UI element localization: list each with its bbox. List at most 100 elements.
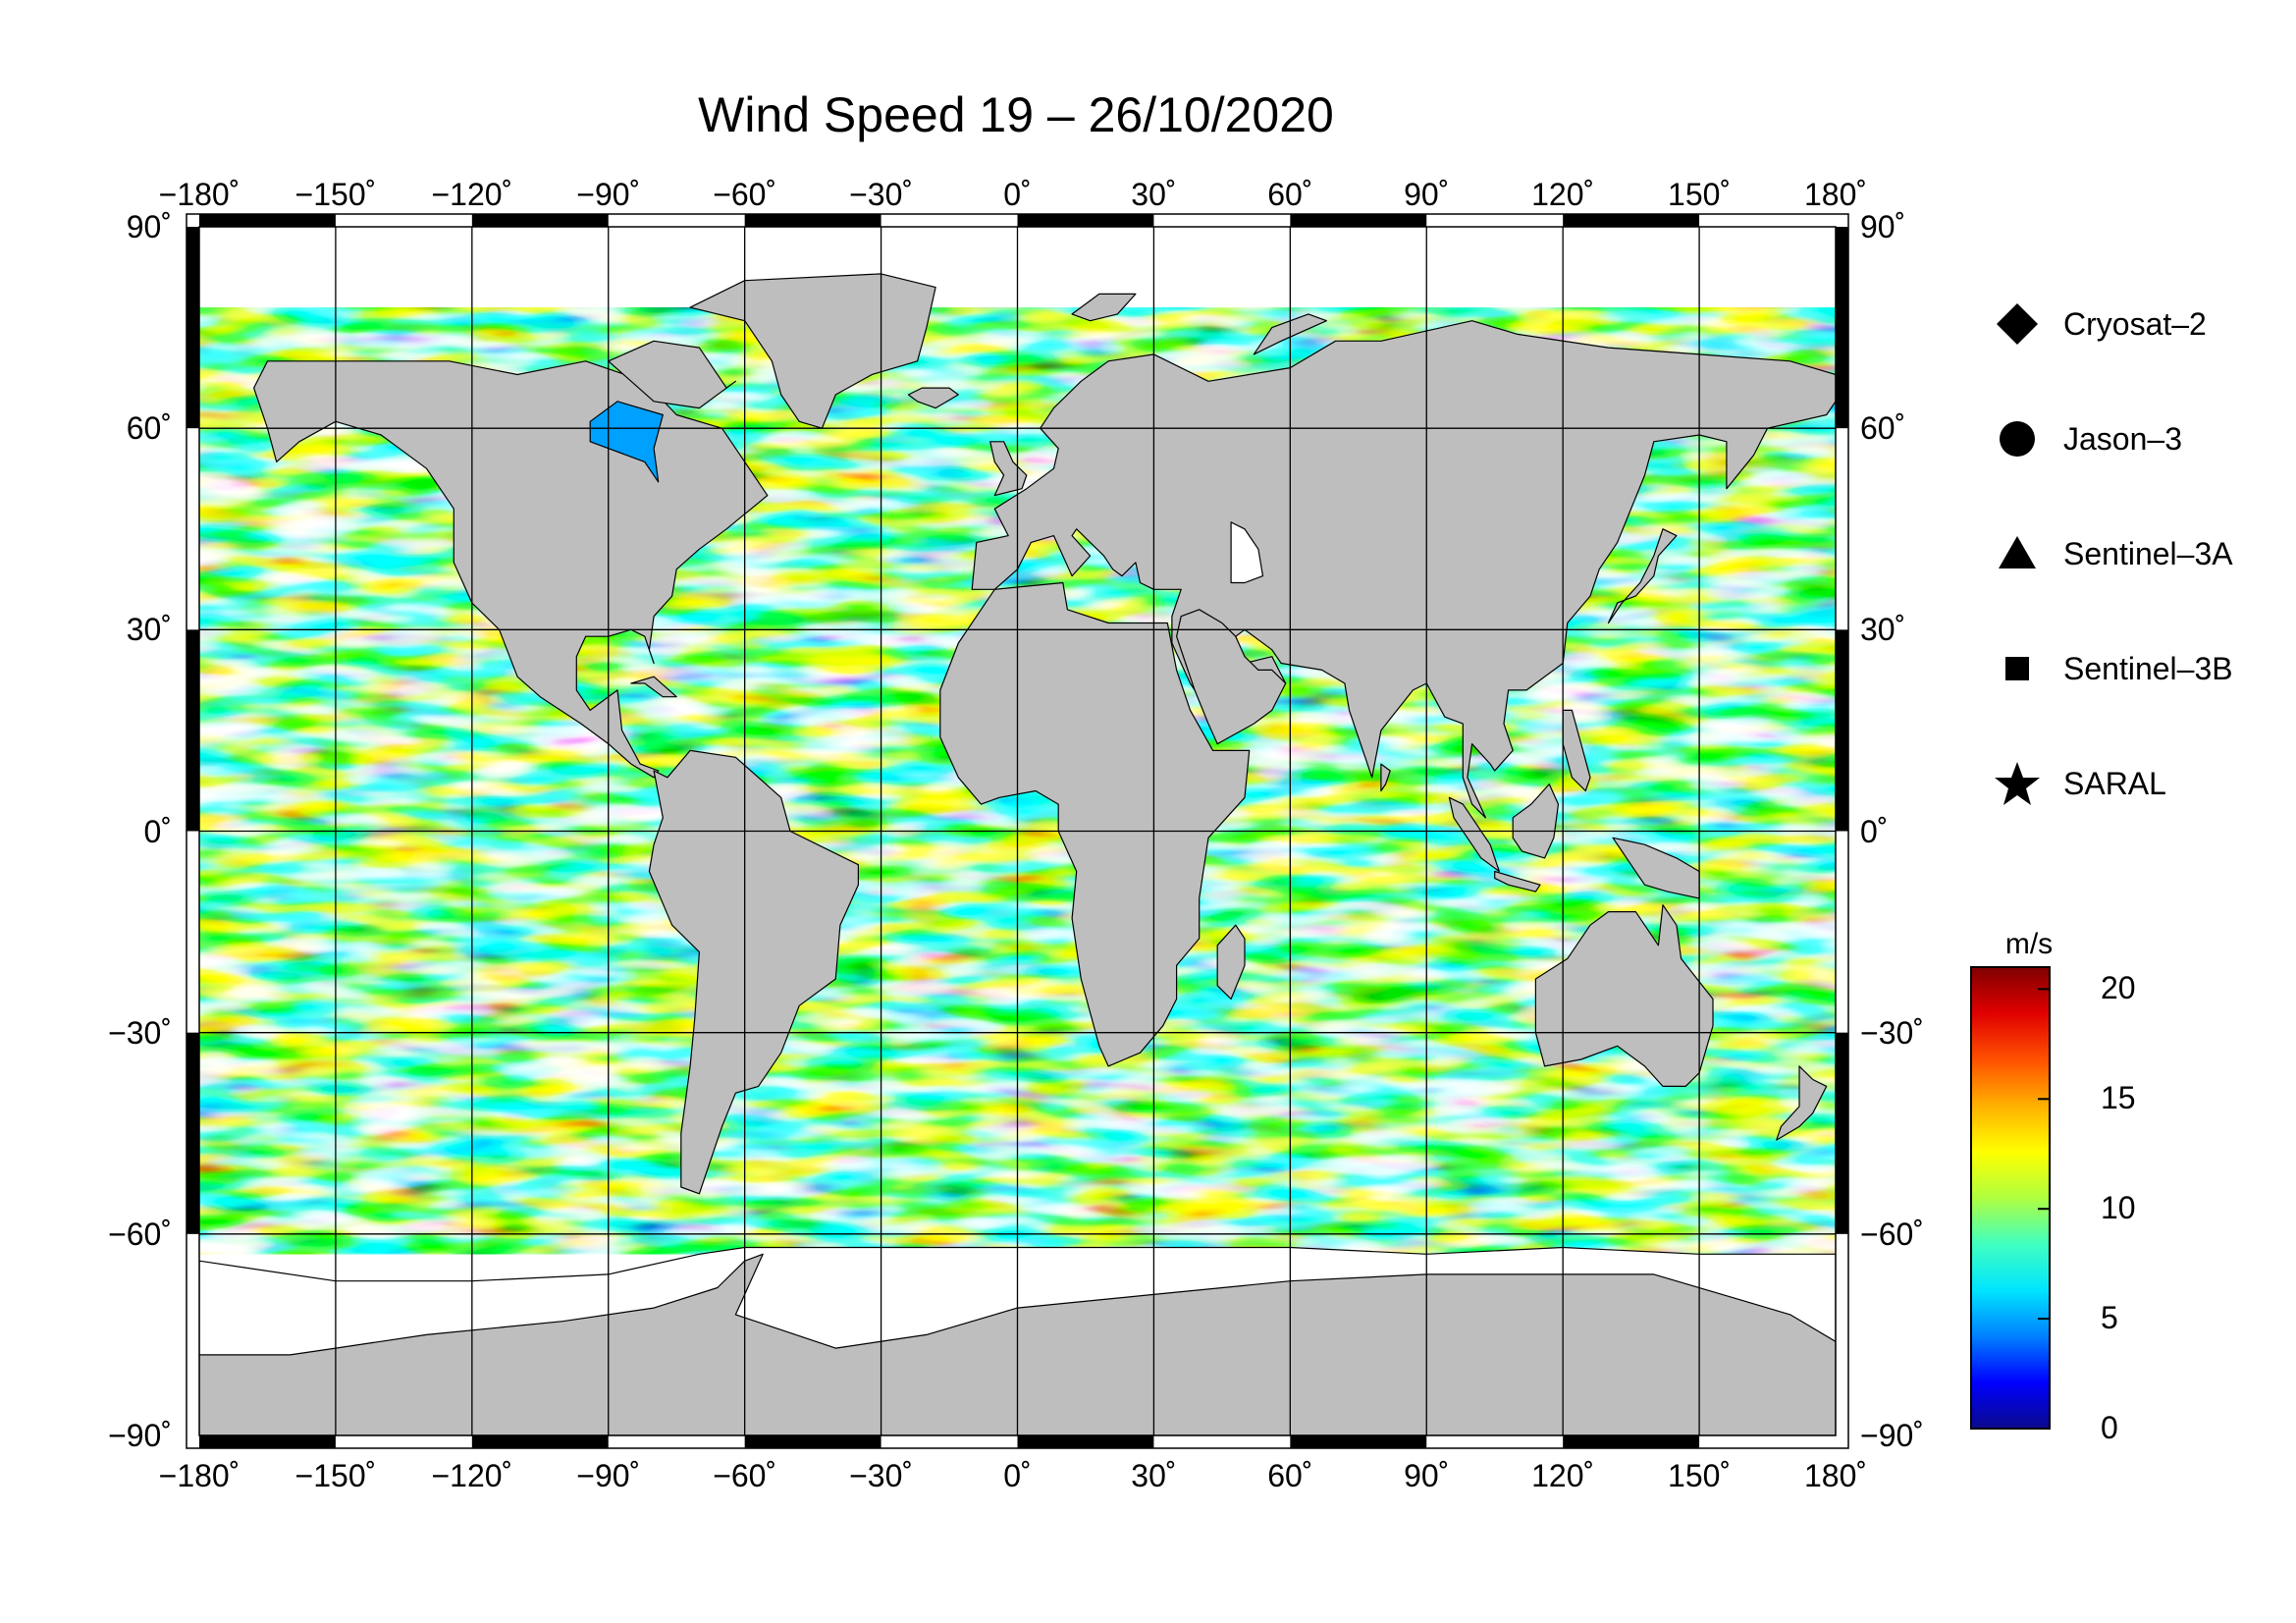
lon-tick-label-bottom: 120˚ xyxy=(1531,1458,1595,1493)
lon-tick-label-top: 180˚ xyxy=(1803,177,1868,212)
sri-lanka xyxy=(1380,763,1391,792)
lon-tick-label-top: −150˚ xyxy=(294,177,377,212)
legend-label: SARAL xyxy=(2063,765,2166,801)
lon-tick-label-top: 120˚ xyxy=(1531,177,1595,212)
lat-tick-label-right: −30˚ xyxy=(1860,1014,1924,1051)
lon-tick-label-bottom: 30˚ xyxy=(1131,1458,1177,1493)
legend-item: Cryosat–2 xyxy=(1993,299,2207,349)
colorbar-tick-label: 10 xyxy=(2101,1190,2136,1226)
circle-icon xyxy=(2000,421,2035,457)
frame-bar-bottom xyxy=(1290,1435,1427,1448)
frame-bar-bottom xyxy=(1017,1435,1154,1448)
lon-tick-label-bottom: −180˚ xyxy=(158,1458,240,1493)
legend-label: Cryosat–2 xyxy=(2063,305,2207,342)
lon-tick-label-bottom: −120˚ xyxy=(431,1458,513,1493)
colorbar-tick-label: 5 xyxy=(2101,1300,2118,1336)
lat-tick-label-left: 60˚ xyxy=(126,410,172,447)
lat-tick-label-right: −60˚ xyxy=(1860,1216,1924,1252)
australia xyxy=(1534,904,1714,1088)
lon-tick-label-bottom: 150˚ xyxy=(1668,1458,1732,1493)
lon-tick-label-bottom: −90˚ xyxy=(576,1458,641,1493)
lat-tick-label-left: 90˚ xyxy=(126,209,172,244)
lon-tick-label-top: 60˚ xyxy=(1267,177,1313,212)
legend-label: Sentinel–3B xyxy=(2063,650,2233,686)
frame-bar-top xyxy=(1563,214,1700,227)
lat-tick-label-left: 0˚ xyxy=(143,813,172,849)
lat-tick-label-right: 60˚ xyxy=(1860,410,1906,447)
south-america xyxy=(648,749,860,1195)
lon-tick-label-top: 0˚ xyxy=(1003,177,1032,212)
lat-tick-label-left: −60˚ xyxy=(108,1216,172,1252)
lon-tick-label-top: −60˚ xyxy=(713,177,777,212)
north-america xyxy=(253,360,769,779)
triangle-icon xyxy=(1999,536,2036,568)
legend-item: Sentinel–3B xyxy=(1993,644,2233,693)
lon-tick-label-bottom: 60˚ xyxy=(1267,1458,1313,1493)
frame-bar-right xyxy=(1836,227,1848,429)
colorbar-unit: m/s xyxy=(2004,928,2054,960)
lon-tick-label-bottom: 180˚ xyxy=(1803,1458,1868,1493)
frame-bar-left xyxy=(187,227,199,429)
colorbar-tick-label: 0 xyxy=(2101,1410,2118,1445)
star-icon xyxy=(1995,762,2040,805)
madagascar xyxy=(1216,924,1246,1001)
japan xyxy=(1607,528,1678,624)
frame-bar-bottom xyxy=(471,1435,609,1448)
new-zealand xyxy=(1776,1065,1828,1141)
frame-bar-top xyxy=(199,214,336,227)
cuba xyxy=(630,676,677,698)
map-title: Wind Speed 19 – 26/10/2020 xyxy=(698,87,1334,142)
lat-tick-label-left: −90˚ xyxy=(108,1418,172,1453)
legend-label: Sentinel–3A xyxy=(2063,535,2233,571)
iceland xyxy=(907,387,959,409)
frame-bar-top xyxy=(1017,214,1154,227)
frame-bar-bottom xyxy=(744,1435,881,1448)
lat-tick-label-left: 30˚ xyxy=(126,612,172,648)
baffin xyxy=(608,340,737,409)
frame-bar-right xyxy=(1836,629,1848,832)
indonesia-borneo xyxy=(1512,783,1560,859)
greenland xyxy=(689,273,936,429)
lon-tick-label-bottom: 0˚ xyxy=(1003,1458,1032,1493)
frame-bar-right xyxy=(1836,1032,1848,1234)
legend-label: Jason–3 xyxy=(2063,420,2182,457)
lon-tick-label-top: 30˚ xyxy=(1131,177,1177,212)
lat-tick-label-left: −30˚ xyxy=(108,1014,172,1051)
lat-tick-label-right: 30˚ xyxy=(1860,612,1906,648)
lon-tick-label-bottom: −30˚ xyxy=(849,1458,914,1493)
lat-tick-label-right: −90˚ xyxy=(1860,1418,1924,1453)
indonesia-java xyxy=(1494,870,1541,893)
diamond-icon xyxy=(1997,303,2038,345)
frame-bar-bottom xyxy=(199,1435,336,1448)
caspian-sea xyxy=(1230,521,1264,584)
lat-tick-label-right: 0˚ xyxy=(1860,813,1889,849)
lon-tick-label-bottom: 90˚ xyxy=(1404,1458,1450,1493)
colorbar-gradient xyxy=(1970,966,2051,1430)
square-icon xyxy=(2005,657,2029,680)
legend-item: Sentinel–3A xyxy=(1993,529,2233,578)
lon-tick-label-top: −120˚ xyxy=(431,177,513,212)
indonesia-sumatra xyxy=(1448,796,1500,873)
lat-tick-label-right: 90˚ xyxy=(1860,209,1906,244)
lon-tick-label-top: −90˚ xyxy=(576,177,641,212)
lon-tick-label-top: 90˚ xyxy=(1404,177,1450,212)
frame-bar-top xyxy=(744,214,881,227)
colorbar-tick-label: 20 xyxy=(2101,970,2136,1006)
frame-bar-left xyxy=(187,1032,199,1234)
frame-bar-bottom xyxy=(1563,1435,1700,1448)
lon-tick-label-bottom: −150˚ xyxy=(294,1458,377,1493)
lon-tick-label-top: 150˚ xyxy=(1668,177,1732,212)
legend-item: Jason–3 xyxy=(1993,414,2182,463)
lon-tick-label-top: −180˚ xyxy=(158,177,240,212)
svalbard xyxy=(1071,293,1137,322)
frame-bar-top xyxy=(1290,214,1427,227)
lon-tick-label-top: −30˚ xyxy=(849,177,914,212)
frame-bar-top xyxy=(471,214,609,227)
arabia xyxy=(1175,609,1287,745)
philippines xyxy=(1562,709,1591,792)
frame-bar-left xyxy=(187,629,199,832)
colorbar-tick-label: 15 xyxy=(2101,1080,2136,1116)
legend-item: SARAL xyxy=(1993,759,2166,808)
